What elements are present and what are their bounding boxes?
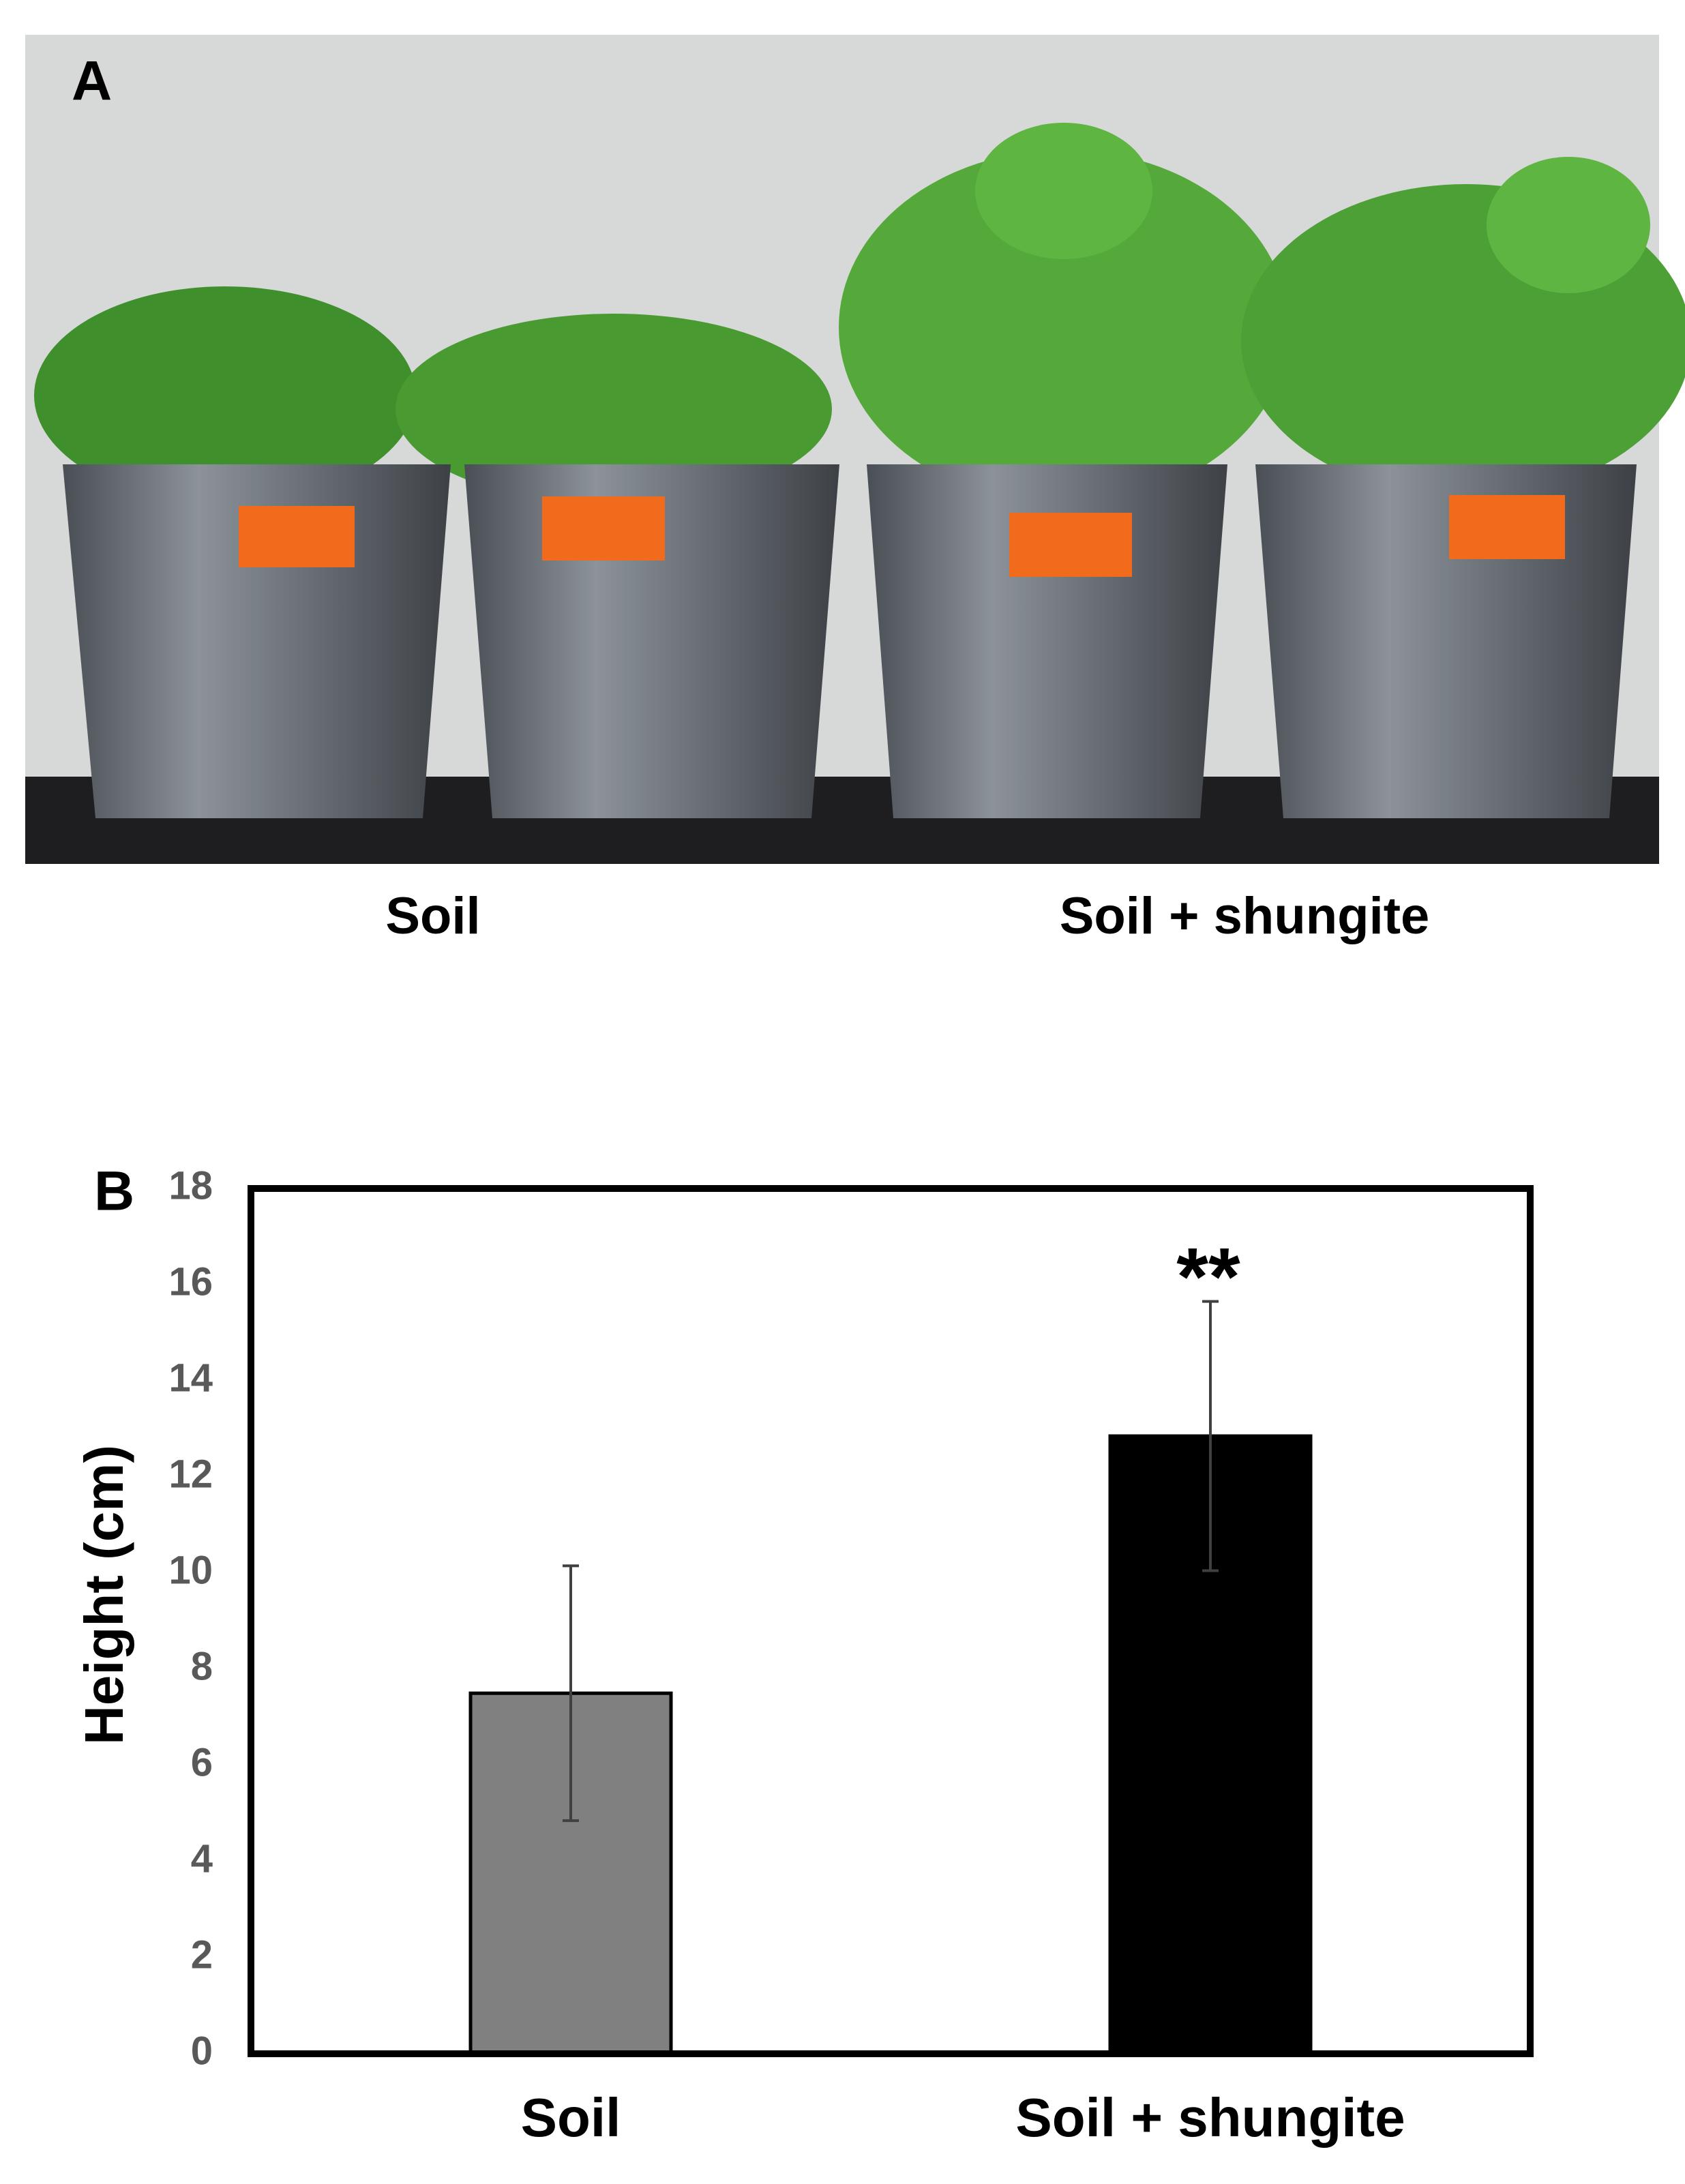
y-tick-label: 12	[168, 1452, 213, 1496]
y-tick-label: 0	[191, 2029, 213, 2073]
photo	[25, 35, 1685, 864]
y-tick-label: 8	[191, 1644, 213, 1688]
panel-label: B	[94, 1161, 134, 1223]
plants	[34, 123, 1685, 505]
y-tick-label: 4	[191, 1836, 213, 1881]
y-tick-label: 6	[191, 1740, 213, 1784]
y-axis-label: Height (cm)	[74, 1445, 134, 1745]
x-tick-label: Soil	[521, 2087, 621, 2148]
y-tick-label: 16	[168, 1259, 213, 1304]
pots	[63, 464, 1637, 818]
x-tick-label: Soil + shungite	[1015, 2087, 1405, 2148]
panel-label: A	[72, 50, 112, 113]
plot-frame	[248, 1185, 1534, 2057]
y-tick-label: 14	[168, 1356, 213, 1400]
significance: **	[1176, 1231, 1240, 1323]
y-tick-label: 18	[168, 1163, 213, 1208]
photo-caption: Soil + shungite	[1060, 887, 1430, 945]
y-tick-label: 2	[191, 1932, 213, 1977]
photo-caption: Soil	[385, 887, 480, 945]
y-tick-label: 10	[168, 1548, 213, 1592]
